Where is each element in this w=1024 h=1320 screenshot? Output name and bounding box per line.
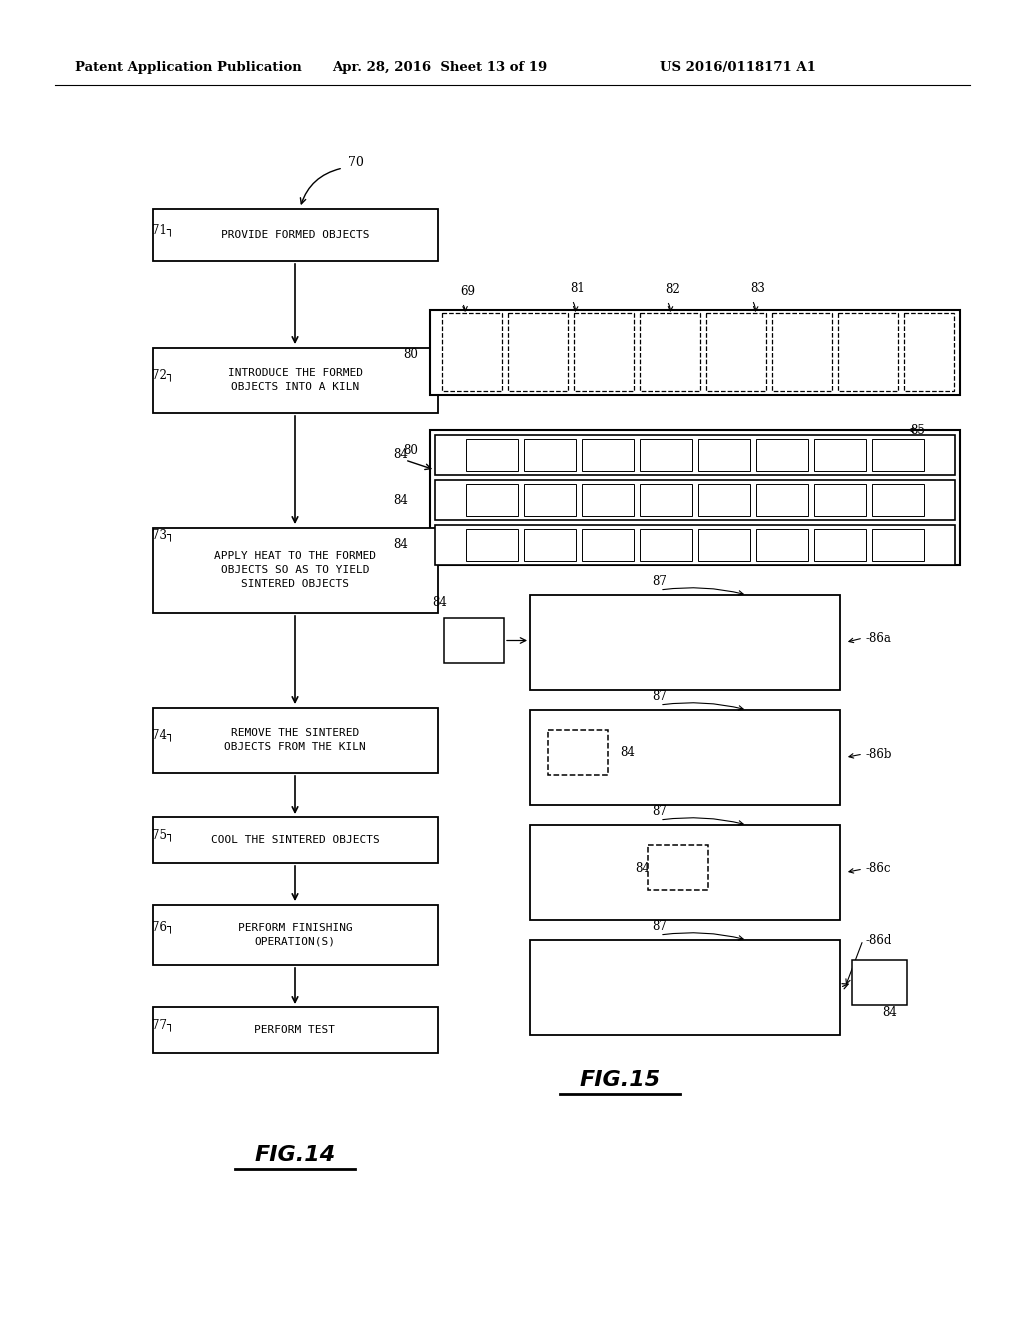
- Bar: [582, 529, 634, 561]
- Bar: [706, 313, 766, 391]
- Text: -86a: -86a: [866, 631, 892, 644]
- Bar: [772, 313, 831, 391]
- Text: 71┐: 71┐: [152, 223, 174, 236]
- Bar: [466, 440, 518, 471]
- Bar: [648, 845, 708, 890]
- Text: 73┐: 73┐: [152, 528, 174, 541]
- Bar: [435, 525, 955, 565]
- Text: FIG.15: FIG.15: [580, 1071, 660, 1090]
- Bar: [430, 310, 961, 395]
- Bar: [756, 440, 808, 471]
- Bar: [640, 440, 692, 471]
- Text: 87: 87: [652, 920, 668, 933]
- Text: 84: 84: [635, 862, 650, 874]
- Bar: [153, 1007, 437, 1053]
- Bar: [430, 430, 961, 565]
- Text: -86d: -86d: [866, 933, 892, 946]
- Bar: [524, 440, 575, 471]
- Bar: [530, 710, 840, 805]
- Bar: [698, 484, 750, 516]
- Bar: [530, 825, 840, 920]
- Bar: [756, 529, 808, 561]
- Text: 77┐: 77┐: [152, 1018, 174, 1031]
- Text: 84: 84: [620, 747, 635, 759]
- Bar: [852, 960, 907, 1005]
- Text: 84: 84: [432, 595, 446, 609]
- Bar: [530, 595, 840, 690]
- Bar: [582, 484, 634, 516]
- Bar: [153, 708, 437, 772]
- Text: 84: 84: [393, 449, 408, 462]
- Bar: [640, 313, 700, 391]
- Bar: [153, 528, 437, 612]
- Text: 84: 84: [393, 539, 408, 552]
- Text: 84: 84: [882, 1006, 897, 1019]
- Text: 85: 85: [910, 424, 925, 437]
- Bar: [435, 436, 955, 475]
- Text: PERFORM FINISHING
OPERATION(S): PERFORM FINISHING OPERATION(S): [238, 923, 352, 946]
- Bar: [444, 618, 504, 663]
- Bar: [698, 529, 750, 561]
- Bar: [814, 440, 866, 471]
- Bar: [153, 817, 437, 863]
- Text: 69: 69: [460, 285, 475, 298]
- Bar: [756, 484, 808, 516]
- Bar: [466, 529, 518, 561]
- Bar: [640, 529, 692, 561]
- Bar: [524, 529, 575, 561]
- Text: 75┐: 75┐: [152, 828, 174, 841]
- Bar: [508, 313, 568, 391]
- Bar: [814, 484, 866, 516]
- Bar: [466, 484, 518, 516]
- Text: 87: 87: [652, 805, 668, 818]
- Text: REMOVE THE SINTERED
OBJECTS FROM THE KILN: REMOVE THE SINTERED OBJECTS FROM THE KIL…: [224, 729, 366, 752]
- Text: INTRODUCE THE FORMED
OBJECTS INTO A KILN: INTRODUCE THE FORMED OBJECTS INTO A KILN: [227, 368, 362, 392]
- Bar: [698, 440, 750, 471]
- Text: 84: 84: [393, 494, 408, 507]
- Bar: [524, 484, 575, 516]
- Bar: [904, 313, 954, 391]
- Bar: [530, 940, 840, 1035]
- Text: 81: 81: [570, 282, 585, 294]
- Text: -86b: -86b: [866, 747, 893, 760]
- Bar: [872, 484, 924, 516]
- Bar: [548, 730, 608, 775]
- Text: 74┐: 74┐: [152, 729, 174, 741]
- Bar: [872, 529, 924, 561]
- Text: Apr. 28, 2016  Sheet 13 of 19: Apr. 28, 2016 Sheet 13 of 19: [333, 62, 548, 74]
- Bar: [838, 313, 898, 391]
- Text: 70: 70: [348, 157, 364, 169]
- Text: -86c: -86c: [866, 862, 892, 875]
- Text: 76┐: 76┐: [152, 920, 174, 933]
- Text: 87: 87: [652, 576, 668, 587]
- Bar: [153, 906, 437, 965]
- Text: FIG.14: FIG.14: [254, 1144, 336, 1166]
- Bar: [153, 347, 437, 412]
- Bar: [872, 440, 924, 471]
- Text: 72┐: 72┐: [152, 368, 174, 381]
- Text: 87: 87: [652, 690, 668, 704]
- Text: COOL THE SINTERED OBJECTS: COOL THE SINTERED OBJECTS: [211, 836, 379, 845]
- Text: 80: 80: [403, 444, 418, 457]
- Bar: [574, 313, 634, 391]
- Text: PERFORM TEST: PERFORM TEST: [255, 1026, 336, 1035]
- Bar: [153, 209, 437, 261]
- Text: 82: 82: [665, 282, 680, 296]
- Bar: [640, 484, 692, 516]
- Bar: [582, 440, 634, 471]
- Text: US 2016/0118171 A1: US 2016/0118171 A1: [660, 62, 816, 74]
- Text: Patent Application Publication: Patent Application Publication: [75, 62, 302, 74]
- Text: PROVIDE FORMED OBJECTS: PROVIDE FORMED OBJECTS: [221, 230, 370, 240]
- Text: 83: 83: [750, 282, 765, 294]
- Text: 80: 80: [403, 348, 418, 362]
- Bar: [442, 313, 502, 391]
- Bar: [435, 480, 955, 520]
- Text: APPLY HEAT TO THE FORMED
OBJECTS SO AS TO YIELD
SINTERED OBJECTS: APPLY HEAT TO THE FORMED OBJECTS SO AS T…: [214, 550, 376, 589]
- Bar: [814, 529, 866, 561]
